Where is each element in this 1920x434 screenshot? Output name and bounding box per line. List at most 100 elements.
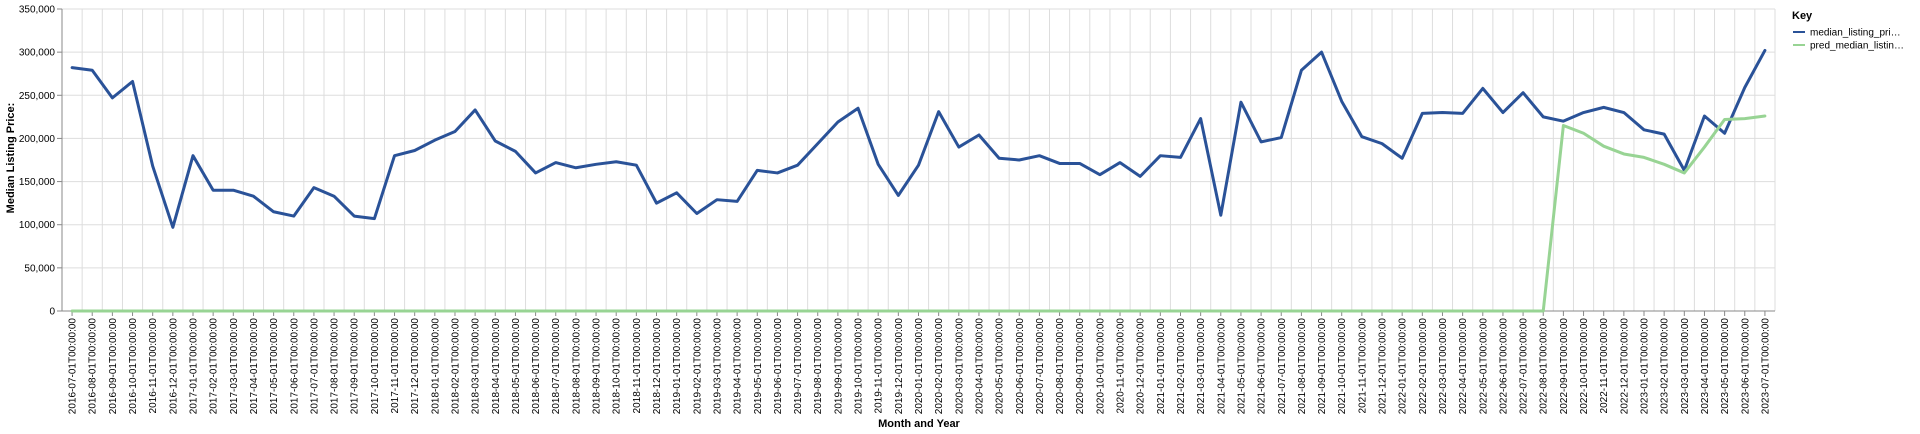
x-tick-label: 2020-01-01T00:00:00	[914, 318, 925, 415]
series-line-2	[70, 114, 1767, 313]
x-tick-label: 2019-11-01T00:00:00	[874, 318, 885, 414]
x-tick-label: 2022-04-01T00:00:00	[1458, 318, 1469, 415]
x-tick-label: 2022-07-01T00:00:00	[1519, 318, 1530, 415]
y-tick-label: 350,000	[19, 5, 56, 16]
x-tick-label: 2021-04-01T00:00:00	[1216, 318, 1227, 415]
x-tick-label: 2021-05-01T00:00:00	[1236, 318, 1247, 415]
x-tick-label: 2021-07-01T00:00:00	[1277, 318, 1288, 415]
x-tick-label: 2017-03-01T00:00:00	[229, 318, 240, 415]
x-tick-label: 2019-09-01T00:00:00	[833, 318, 844, 415]
x-tick-label: 2017-08-01T00:00:00	[330, 318, 341, 415]
y-axis: 0 50,000 100,000 150,000 200,000 250,000 300,0…	[19, 5, 63, 318]
x-tick-label: 2023-03-01T00:00:00	[1680, 318, 1691, 415]
x-tick-label: 2018-10-01T00:00:00	[612, 318, 623, 415]
x-tick-label: 2023-05-01T00:00:00	[1720, 318, 1731, 415]
series-line-1	[70, 48, 1767, 229]
x-tick-label: 2017-01-01T00:00:00	[188, 318, 199, 415]
x-tick-label: 2020-10-01T00:00:00	[1095, 318, 1106, 415]
x-tick-label: 2022-10-01T00:00:00	[1579, 318, 1590, 415]
grid-lines	[61, 8, 1776, 312]
legend-entries: median_listing_pri… pred_median_listin…	[1793, 28, 1904, 52]
x-tick-label: 2022-09-01T00:00:00	[1559, 318, 1570, 415]
y-tick-label: 0	[49, 307, 55, 318]
x-tick-label: 2018-04-01T00:00:00	[491, 318, 502, 415]
x-tick-label: 2022-08-01T00:00:00	[1539, 318, 1550, 415]
x-tick-label: 2020-02-01T00:00:00	[934, 318, 945, 415]
x-tick-label: 2022-01-01T00:00:00	[1398, 318, 1409, 415]
y-axis-title: Median Listing Price:	[5, 103, 17, 214]
x-tick-label: 2018-07-01T00:00:00	[551, 318, 562, 415]
x-tick-label: 2019-05-01T00:00:00	[753, 318, 764, 415]
x-tick-label: 2017-11-01T00:00:00	[390, 318, 401, 414]
x-tick-label: 2022-12-01T00:00:00	[1619, 318, 1630, 415]
x-tick-label: 2016-12-01T00:00:00	[168, 318, 179, 415]
x-axis-title: Month and Year	[878, 418, 960, 430]
x-tick-label: 2019-02-01T00:00:00	[692, 318, 703, 415]
legend-label-2: pred_median_listin…	[1810, 41, 1904, 52]
x-tick-label: 2020-09-01T00:00:00	[1075, 318, 1086, 415]
x-tick-label: 2020-08-01T00:00:00	[1055, 318, 1066, 415]
x-tick-label: 2020-12-01T00:00:00	[1136, 318, 1147, 415]
x-tick-label: 2022-02-01T00:00:00	[1418, 318, 1429, 415]
x-tick-label: 2023-01-01T00:00:00	[1640, 318, 1651, 415]
x-tick-label: 2020-06-01T00:00:00	[1015, 318, 1026, 415]
y-tick-label: 100,000	[19, 220, 56, 231]
x-tick-label: 2021-06-01T00:00:00	[1257, 318, 1268, 415]
x-tick-label: 2020-04-01T00:00:00	[974, 318, 985, 415]
x-tick-label: 2021-10-01T00:00:00	[1337, 318, 1348, 415]
x-tick-label: 2017-12-01T00:00:00	[410, 318, 421, 415]
y-tick-label: 200,000	[19, 134, 56, 145]
x-tick-label: 2022-05-01T00:00:00	[1478, 318, 1489, 415]
y-tick-label: 250,000	[19, 91, 56, 102]
legend: Key median_listing_pri… pred_median_listi…	[1792, 10, 1904, 52]
x-tick-label: 2021-02-01T00:00:00	[1176, 318, 1187, 415]
x-tick-label: 2018-05-01T00:00:00	[511, 318, 522, 415]
x-tick-label: 2022-03-01T00:00:00	[1438, 318, 1449, 415]
x-tick-label: 2023-07-01T00:00:00	[1760, 318, 1771, 415]
x-tick-label: 2016-09-01T00:00:00	[108, 318, 119, 415]
x-tick-label: 2019-03-01T00:00:00	[712, 318, 723, 415]
y-tick-label: 300,000	[19, 48, 56, 59]
x-tick-label: 2021-01-01T00:00:00	[1156, 318, 1167, 415]
x-tick-label: 2019-10-01T00:00:00	[854, 318, 865, 415]
x-tick-label: 2019-12-01T00:00:00	[894, 318, 905, 415]
legend-title: Key	[1792, 10, 1813, 22]
x-tick-label: 2023-02-01T00:00:00	[1660, 318, 1671, 415]
x-tick-label: 2018-12-01T00:00:00	[652, 318, 663, 415]
x-tick-label: 2021-11-01T00:00:00	[1357, 318, 1368, 414]
x-tick-label: 2019-08-01T00:00:00	[813, 318, 824, 415]
x-tick-label: 2019-01-01T00:00:00	[672, 318, 683, 415]
x-tick-label: 2021-09-01T00:00:00	[1317, 318, 1328, 415]
x-tick-label: 2017-09-01T00:00:00	[350, 318, 361, 415]
x-tick-label: 2022-06-01T00:00:00	[1498, 318, 1509, 415]
x-tick-label: 2017-10-01T00:00:00	[370, 318, 381, 415]
x-tick-label: 2017-07-01T00:00:00	[309, 318, 320, 415]
y-tick-label: 150,000	[19, 177, 56, 188]
x-tick-label: 2018-09-01T00:00:00	[592, 318, 603, 415]
y-tick-label: 50,000	[24, 263, 55, 274]
x-tick-label: 2017-06-01T00:00:00	[289, 318, 300, 415]
series-layer	[70, 48, 1767, 313]
x-tick-label: 2021-03-01T00:00:00	[1196, 318, 1207, 415]
x-tick-label: 2019-04-01T00:00:00	[733, 318, 744, 415]
x-tick-label: 2018-02-01T00:00:00	[450, 318, 461, 415]
x-tick-label: 2018-08-01T00:00:00	[571, 318, 582, 415]
x-tick-label: 2016-07-01T00:00:00	[68, 318, 79, 415]
x-tick-label: 2023-04-01T00:00:00	[1700, 318, 1711, 415]
x-tick-label: 2017-05-01T00:00:00	[269, 318, 280, 415]
x-axis: 2016-07-01T00:00:00 2016-08-01T00:00:00 20…	[62, 310, 1775, 415]
x-tick-label: 2017-02-01T00:00:00	[209, 318, 220, 415]
x-tick-label: 2023-06-01T00:00:00	[1740, 318, 1751, 415]
x-tick-label: 2018-06-01T00:00:00	[531, 318, 542, 415]
x-tick-label: 2016-11-01T00:00:00	[148, 318, 159, 414]
x-tick-label: 2018-11-01T00:00:00	[632, 318, 643, 414]
x-tick-label: 2016-08-01T00:00:00	[88, 318, 99, 415]
x-tick-label: 2019-07-01T00:00:00	[793, 318, 804, 415]
x-tick-label: 2020-05-01T00:00:00	[995, 318, 1006, 415]
x-tick-label: 2020-07-01T00:00:00	[1035, 318, 1046, 415]
x-tick-label: 2018-01-01T00:00:00	[430, 318, 441, 415]
x-tick-label: 2017-04-01T00:00:00	[249, 318, 260, 415]
x-tick-label: 2020-11-01T00:00:00	[1116, 318, 1127, 414]
x-tick-label: 2021-08-01T00:00:00	[1297, 318, 1308, 415]
